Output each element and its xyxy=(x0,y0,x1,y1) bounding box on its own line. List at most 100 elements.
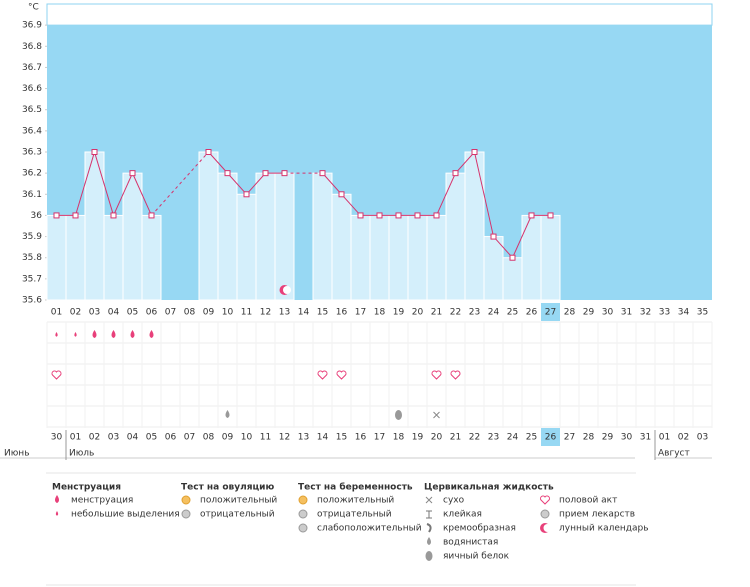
date: 10 xyxy=(241,433,253,443)
temp-bar xyxy=(274,172,295,301)
y-tick-label: 36.2 xyxy=(22,169,42,179)
date: 02 xyxy=(678,433,689,443)
temp-point xyxy=(376,212,383,219)
temp-bar xyxy=(407,214,428,301)
cycle-day: 15 xyxy=(317,308,328,318)
cycle-day: 06 xyxy=(146,308,158,318)
egg xyxy=(425,551,433,561)
temp-point xyxy=(129,170,136,177)
drop xyxy=(55,332,58,337)
y-tick-label: 36.1 xyxy=(22,190,42,200)
cycle-day: 35 xyxy=(697,308,708,318)
y-tick-label: 36.8 xyxy=(22,42,42,52)
cycle-day: 03 xyxy=(89,308,100,318)
date: 13 xyxy=(298,433,309,443)
temp-point xyxy=(547,212,554,219)
date: 22 xyxy=(469,433,480,443)
icon-orange xyxy=(181,495,191,505)
icon-gray xyxy=(298,523,308,533)
legend-title: Цервикальная жидкость xyxy=(424,483,554,493)
drop xyxy=(111,330,116,338)
legend-item: водянистая xyxy=(443,538,498,548)
y-tick-label: 35.6 xyxy=(22,296,42,306)
date: 30 xyxy=(51,433,63,443)
icon-drop-small xyxy=(55,332,58,337)
temp-bar xyxy=(198,151,219,301)
cycle-day: 19 xyxy=(393,308,405,318)
icon-gray xyxy=(298,509,308,519)
egg xyxy=(395,410,402,420)
heart xyxy=(51,370,62,380)
y-tick-label: 36.3 xyxy=(22,148,42,158)
date: 28 xyxy=(583,433,595,443)
cycle-day: 09 xyxy=(203,308,215,318)
date: 06 xyxy=(165,433,177,443)
temp-line xyxy=(56,150,152,217)
legend-title: Тест на овуляцию xyxy=(181,483,274,493)
temp-bar xyxy=(141,214,162,301)
moon-cut xyxy=(283,286,291,294)
date: 12 xyxy=(279,433,290,443)
dot xyxy=(181,495,191,505)
date: 21 xyxy=(450,433,461,443)
drop xyxy=(55,495,59,503)
dot xyxy=(298,509,308,519)
drop xyxy=(427,537,431,545)
temp-point xyxy=(414,212,421,219)
icon-drop-small xyxy=(74,332,77,337)
cycle-day: 22 xyxy=(450,308,461,318)
cycle-day: 18 xyxy=(374,308,386,318)
date: 11 xyxy=(260,433,271,443)
icon-drop xyxy=(149,330,154,338)
icon-egg xyxy=(425,551,433,561)
cycle-day: 27 xyxy=(545,308,556,318)
date: 08 xyxy=(203,433,215,443)
icon-gray xyxy=(540,509,550,519)
temp-point xyxy=(91,149,98,155)
legend-item: положительный xyxy=(317,496,394,506)
cycle-day: 25 xyxy=(507,308,518,318)
date: 25 xyxy=(526,433,537,443)
temp-point xyxy=(471,149,478,155)
cycle-day: 13 xyxy=(279,308,290,318)
temp-point xyxy=(395,212,402,219)
t xyxy=(426,510,432,519)
x xyxy=(433,411,440,419)
y-tick-label: 35.8 xyxy=(22,253,42,263)
cycle-day: 23 xyxy=(469,308,480,318)
cycle-day: 08 xyxy=(184,308,196,318)
icon-drop xyxy=(111,330,116,338)
heart xyxy=(431,370,442,380)
dot xyxy=(298,523,308,533)
temp-bar xyxy=(540,214,561,301)
icon-egg xyxy=(395,410,402,420)
icon-moon xyxy=(540,523,552,533)
temp-bar xyxy=(103,214,124,301)
y-tick-label: 36.7 xyxy=(22,63,42,73)
icon-moon xyxy=(279,285,291,295)
drop xyxy=(92,330,97,338)
legend-item: слабоположительный xyxy=(317,524,422,534)
legend-item: положительный xyxy=(200,496,277,506)
icon-heart xyxy=(51,370,62,380)
temp-bar xyxy=(331,193,352,301)
legend-item: клейкая xyxy=(443,510,482,520)
icon-heart xyxy=(431,370,442,380)
drop xyxy=(225,410,230,418)
moon-cut xyxy=(543,524,552,532)
icon-heart xyxy=(336,370,347,380)
today-box xyxy=(541,303,560,321)
date: 09 xyxy=(222,433,234,443)
date: 01 xyxy=(659,433,670,443)
temp-point xyxy=(433,212,440,219)
date: 19 xyxy=(412,433,424,443)
temp-point xyxy=(528,212,535,219)
date: 15 xyxy=(336,433,347,443)
temp-bar xyxy=(464,151,485,301)
cycle-day: 34 xyxy=(678,308,690,318)
icon-drop xyxy=(130,330,135,338)
cycle-day: 32 xyxy=(640,308,651,318)
temp-point xyxy=(243,191,250,198)
cycle-day: 07 xyxy=(165,308,176,318)
